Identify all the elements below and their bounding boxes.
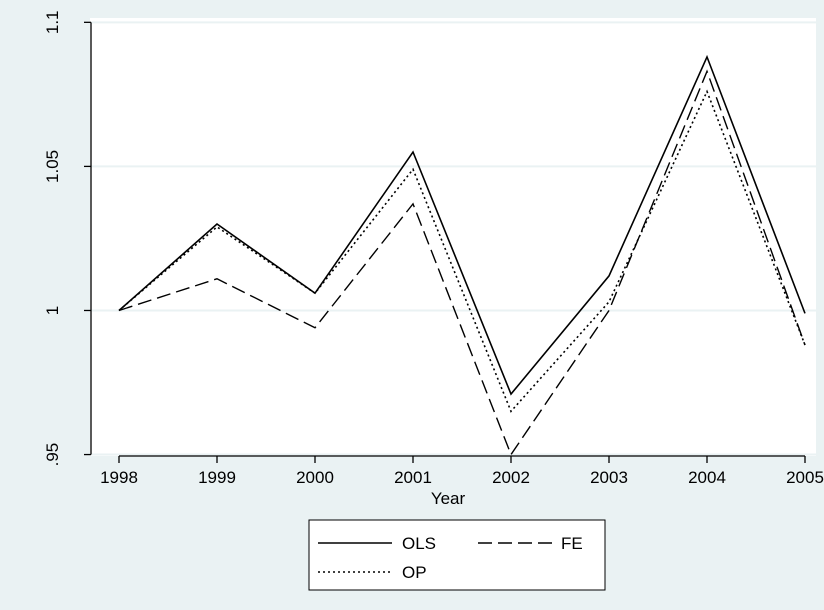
x-tick-label: 2004 [688,468,726,487]
x-tick-label: 1998 [100,468,138,487]
y-tick-label: 1.1 [43,11,62,35]
legend-label-op: OP [402,563,427,582]
x-tick-label: 2005 [786,468,824,487]
x-tick-label: 2001 [394,468,432,487]
x-tick-label: 2002 [492,468,530,487]
x-tick-label: 2000 [296,468,334,487]
legend-label-fe: FE [561,534,583,553]
plot-area [90,18,816,456]
x-ticks: 1998 1999 2000 2001 2002 2003 2004 2005 [100,456,824,487]
legend-entries: OLS FE OP [318,534,583,582]
series-lines [118,54,806,457]
series-line-fe [118,69,806,457]
series-line-ols [118,54,806,396]
x-tick-label: 2003 [590,468,628,487]
series-line-op [118,89,806,413]
y-ticks: .95 1 1.05 1.1 [43,11,91,467]
legend-label-ols: OLS [402,534,436,553]
legend-box [308,519,606,591]
gridlines [91,21,816,456]
legend: OLS FE OP [308,519,606,591]
x-tick-label: 1999 [198,468,236,487]
y-tick-label: .95 [43,443,62,467]
x-axis-title: Year [431,489,466,508]
y-tick-label: 1.05 [43,150,62,183]
y-tick-label: 1 [43,306,62,315]
